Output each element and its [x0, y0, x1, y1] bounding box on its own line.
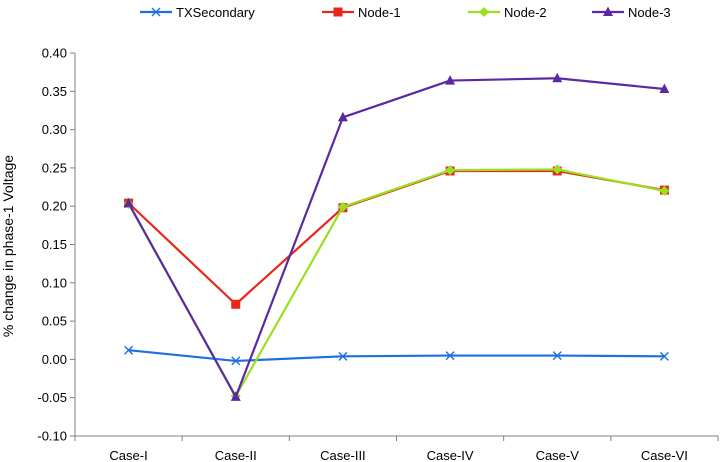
- legend-marker: [151, 7, 161, 17]
- data-point-node-3: [230, 391, 241, 401]
- data-point-node-2: [337, 201, 348, 212]
- data-point-txsecondary: [231, 356, 241, 366]
- data-point-node-2: [659, 185, 670, 196]
- legend-item-node-3: Node-3: [592, 5, 671, 20]
- y-tick-label: 0.00: [42, 352, 67, 367]
- series-node-3: [123, 72, 670, 401]
- y-tick-label: 0.05: [42, 314, 67, 329]
- legend-label: Node-3: [628, 5, 671, 20]
- data-point-txsecondary: [124, 345, 134, 355]
- y-tick-label: -0.10: [37, 429, 67, 444]
- x-tick-label: Case-I: [109, 448, 147, 462]
- y-tick-label: 0.30: [42, 122, 67, 137]
- data-point-node-3: [123, 197, 134, 208]
- data-point-txsecondary: [659, 351, 669, 361]
- data-point-node-3: [445, 75, 456, 85]
- data-point-txsecondary: [445, 351, 455, 361]
- x-tick-label: Case-IV: [427, 448, 474, 462]
- y-axis: 0.40 0.35 0.30 0.25 0.20 0.15 0.10 0.05 0.00 -0.0…: [37, 46, 75, 444]
- y-tick-label: 0.15: [42, 237, 67, 252]
- series-line-node-3: [127, 77, 665, 399]
- x-axis: Case-I Case-II Case-III Case-IV Case-V Case-V…: [74, 436, 719, 462]
- legend-marker: [603, 6, 613, 16]
- legend-item-txsecondary: TXSecondary: [140, 5, 255, 20]
- series-line-node-2: [127, 168, 665, 398]
- legend-marker: [479, 7, 489, 17]
- series-line-node-1: [127, 169, 665, 306]
- series-txsecondary: [124, 345, 669, 366]
- data-point-node-3: [337, 111, 348, 122]
- data-point-node-2: [445, 165, 456, 176]
- x-tick-label: Case-III: [320, 448, 366, 462]
- data-point-node-2: [552, 164, 563, 175]
- x-tick-label: Case-VI: [641, 448, 688, 462]
- series-layer: [123, 72, 670, 402]
- y-tick-label: 0.25: [42, 160, 67, 175]
- data-point-txsecondary: [338, 351, 348, 361]
- data-point-txsecondary: [552, 351, 562, 361]
- legend-label: TXSecondary: [176, 5, 255, 20]
- y-tick-label: 0.20: [42, 199, 67, 214]
- legend: TXSecondary Node-1 Node-2 Node-3: [140, 5, 671, 20]
- y-tick-label: 0.10: [42, 275, 67, 290]
- y-tick-label: 0.40: [42, 46, 67, 61]
- data-point-node-1: [231, 299, 241, 309]
- data-point-node-3: [552, 72, 563, 83]
- x-tick-label: Case-II: [215, 448, 257, 462]
- legend-marker: [333, 7, 343, 17]
- data-point-node-3: [659, 83, 670, 94]
- legend-label: Node-2: [504, 5, 547, 20]
- x-tick-label: Case-V: [536, 448, 580, 462]
- legend-item-node-2: Node-2: [468, 5, 547, 20]
- legend-item-node-1: Node-1: [322, 5, 401, 20]
- y-axis-title: % change in phase-1 Voltage: [0, 155, 16, 337]
- series-node-2: [123, 164, 670, 402]
- y-tick-label: -0.05: [37, 390, 67, 405]
- y-tick-label: 0.35: [42, 84, 67, 99]
- legend-label: Node-1: [358, 5, 401, 20]
- series-line-txsecondary: [128, 349, 665, 363]
